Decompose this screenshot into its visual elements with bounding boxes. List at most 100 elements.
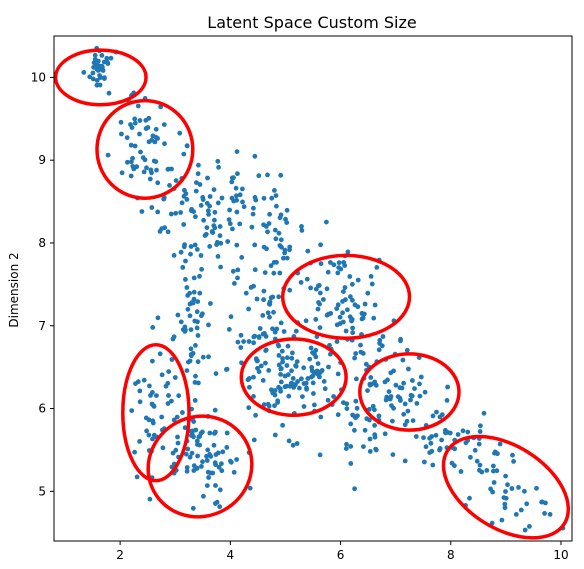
scatter-point xyxy=(272,403,277,409)
scatter-point xyxy=(232,281,237,286)
y-tick-label: 8 xyxy=(38,236,46,250)
scatter-point xyxy=(313,347,319,353)
scatter-point xyxy=(124,135,130,141)
scatter-point xyxy=(205,447,211,453)
scatter-point xyxy=(99,53,105,58)
scatter-point xyxy=(494,468,500,474)
scatter-point xyxy=(350,297,355,303)
scatter-point xyxy=(234,209,240,215)
scatter-point xyxy=(230,226,235,232)
x-axis: 2 4 6 8 10 xyxy=(116,541,569,562)
scatter-point xyxy=(240,186,245,192)
scatter-point xyxy=(547,512,553,517)
scatter-point xyxy=(215,158,221,164)
scatter-point xyxy=(139,209,145,214)
scatter-point xyxy=(228,314,234,320)
scatter-point xyxy=(263,360,268,366)
scatter-point xyxy=(150,358,155,364)
scatter-point xyxy=(491,468,496,474)
scatter-point xyxy=(205,469,211,475)
scatter-point xyxy=(155,136,161,141)
scatter-point xyxy=(173,178,179,184)
scatter-point xyxy=(104,55,110,61)
scatter-point xyxy=(201,217,207,223)
scatter-point xyxy=(280,356,285,361)
scatter-point xyxy=(191,209,197,215)
scatter-point xyxy=(227,207,233,213)
scatter-point xyxy=(267,211,272,217)
scatter-point xyxy=(215,450,221,456)
scatter-point xyxy=(144,428,150,434)
scatter-point xyxy=(317,290,323,296)
scatter-point xyxy=(455,432,461,437)
scatter-point xyxy=(359,316,365,322)
scatter-point xyxy=(477,429,483,434)
scatter-point xyxy=(271,309,276,315)
scatter-point xyxy=(353,351,359,356)
scatter-point xyxy=(443,430,448,436)
scatter-point xyxy=(374,265,380,270)
scatter-point xyxy=(81,70,87,75)
scatter-point xyxy=(211,187,217,193)
scatter-point xyxy=(224,366,230,372)
scatter-point xyxy=(251,394,256,399)
scatter-point xyxy=(267,314,272,320)
scatter-point xyxy=(421,435,426,441)
scatter-point xyxy=(335,371,341,377)
scatter-point xyxy=(184,465,190,470)
scatter-point xyxy=(265,310,271,316)
scatter-point xyxy=(152,139,158,145)
scatter-point xyxy=(315,306,321,312)
scatter-point xyxy=(293,328,299,334)
scatter-point xyxy=(263,334,269,339)
scatter-point xyxy=(128,142,134,148)
scatter-point xyxy=(229,179,235,185)
scatter-point xyxy=(358,342,363,348)
scatter-point xyxy=(137,388,143,394)
scatter-point xyxy=(246,306,252,312)
scatter-point xyxy=(175,312,181,318)
scatter-point xyxy=(382,431,388,437)
scatter-point xyxy=(191,289,197,295)
scatter-point xyxy=(188,251,193,257)
scatter-point xyxy=(347,274,353,279)
scatter-point xyxy=(280,422,285,428)
scatter-point xyxy=(265,229,270,235)
scatter-point xyxy=(254,296,260,302)
scatter-point xyxy=(301,365,307,371)
scatter-point xyxy=(328,311,334,316)
scatter-point xyxy=(158,104,164,110)
scatter-point xyxy=(194,438,200,444)
scatter-point xyxy=(150,133,156,139)
highlight-ellipse xyxy=(239,337,348,417)
scatter-point xyxy=(204,483,210,488)
scatter-point xyxy=(389,403,394,408)
scatter-point xyxy=(439,437,444,443)
highlight-ellipse xyxy=(146,414,254,519)
scatter-point xyxy=(238,345,244,350)
scatter-point xyxy=(342,285,348,290)
scatter-point xyxy=(180,265,186,270)
scatter-point xyxy=(151,403,156,408)
scatter-point xyxy=(178,249,184,255)
scatter-point xyxy=(225,239,231,244)
scatter-point xyxy=(350,330,356,336)
scatter-point xyxy=(404,347,410,353)
scatter-point xyxy=(363,361,369,367)
scatter-point xyxy=(99,63,105,69)
scatter-point xyxy=(266,301,272,307)
scatter-point xyxy=(409,393,415,399)
scatter-point xyxy=(204,458,210,463)
scatter-point xyxy=(185,446,191,452)
scatter-point xyxy=(183,258,188,264)
scatter-point xyxy=(165,229,171,235)
scatter-point xyxy=(278,212,284,218)
scatter-point xyxy=(243,290,249,296)
scatter-point xyxy=(380,334,386,339)
scatter-point xyxy=(234,149,240,155)
scatter-point xyxy=(161,122,167,127)
scatter-point xyxy=(178,210,184,215)
scatter-point xyxy=(212,217,217,223)
scatter-point xyxy=(144,165,149,171)
scatter-point xyxy=(253,412,258,418)
